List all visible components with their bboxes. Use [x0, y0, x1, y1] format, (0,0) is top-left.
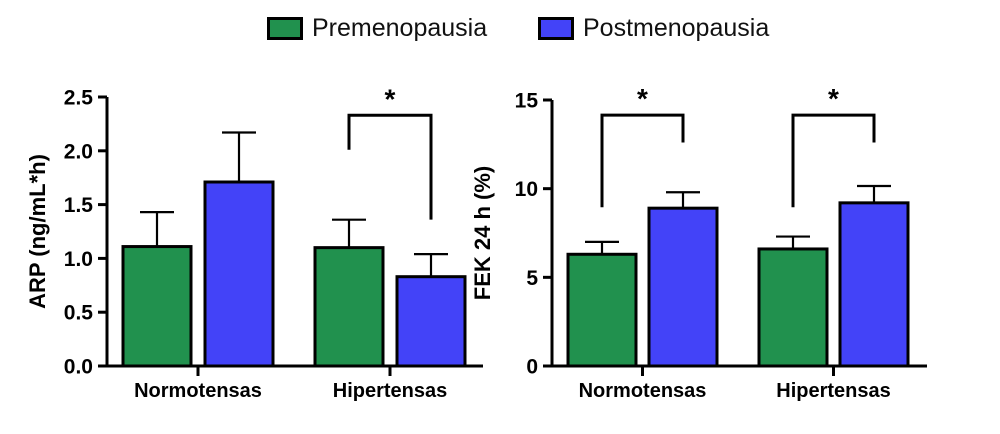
y-tick-label: 0 — [526, 356, 538, 379]
error-bar-postmenopausia-normotensas — [666, 191, 700, 209]
bar-premenopausia-normotensas — [566, 252, 638, 368]
x-category-label-hipertensas: Hipertensas — [333, 380, 448, 402]
bar-postmenopausia-hipertensas — [395, 275, 467, 368]
significance-star: * — [828, 83, 839, 114]
legend-label-premenopausia: Premenopausia — [312, 14, 488, 42]
legend-label-postmenopausia: Postmenopausia — [583, 14, 770, 42]
bar-postmenopausia-normotensas — [203, 180, 275, 368]
bar-postmenopausia-normotensas — [647, 206, 719, 368]
legend-item-premenopausia: Premenopausia — [267, 14, 487, 43]
error-bar-premenopausia-hipertensas — [332, 218, 366, 248]
y-tick-label: 2.5 — [64, 87, 94, 110]
y-tick-label: 0.0 — [64, 356, 93, 379]
bar-postmenopausia-hipertensas — [838, 201, 910, 368]
significance-bracket-hipertensas: * — [791, 83, 876, 208]
bar-premenopausia-normotensas — [121, 245, 193, 368]
x-category-label-normotensas: Normotensas — [134, 380, 262, 402]
x-category-label-normotensas: Normotensas — [579, 380, 707, 402]
legend: Premenopausia Postmenopausia — [0, 0, 1000, 52]
x-category-label-hipertensas: Hipertensas — [776, 380, 891, 402]
significance-bracket-normotensas: * — [600, 83, 685, 208]
error-bar-premenopausia-hipertensas — [776, 235, 810, 249]
significance-star: * — [385, 83, 396, 114]
significance-star: * — [637, 83, 648, 114]
y-axis-title: ARP (ng/mL*h) — [25, 154, 50, 309]
error-bar-premenopausia-normotensas — [585, 240, 619, 255]
error-bar-postmenopausia-hipertensas — [414, 252, 448, 277]
postmenopausia-swatch-icon — [538, 17, 574, 40]
error-bar-premenopausia-normotensas — [140, 211, 174, 247]
bar-premenopausia-hipertensas — [313, 246, 385, 368]
y-tick-label: 15 — [515, 90, 539, 113]
legend-item-postmenopausia: Postmenopausia — [538, 14, 769, 43]
significance-bracket-hipertensas: * — [347, 83, 433, 220]
premenopausia-swatch-icon — [267, 17, 303, 40]
chart-fek: 0 5 10 15 Normotensas Hipertensas FEK 24 h (%)… — [470, 83, 927, 402]
error-bar-postmenopausia-normotensas — [222, 131, 256, 183]
y-tick-label: 5 — [526, 267, 538, 290]
y-tick-label: 2.0 — [64, 140, 93, 163]
y-axis-title: FEK 24 h (%) — [470, 166, 495, 300]
error-bar-postmenopausia-hipertensas — [857, 184, 891, 203]
chart-arp: 0.0 0.5 1.0 1.5 2.0 2.5 Normotensas Hipertensas… — [25, 83, 483, 402]
y-tick-label: 1.0 — [64, 248, 93, 271]
y-tick-label: 10 — [515, 178, 538, 201]
bar-premenopausia-hipertensas — [757, 247, 829, 368]
y-tick-label: 1.5 — [64, 194, 94, 217]
y-tick-label: 0.5 — [64, 302, 94, 325]
